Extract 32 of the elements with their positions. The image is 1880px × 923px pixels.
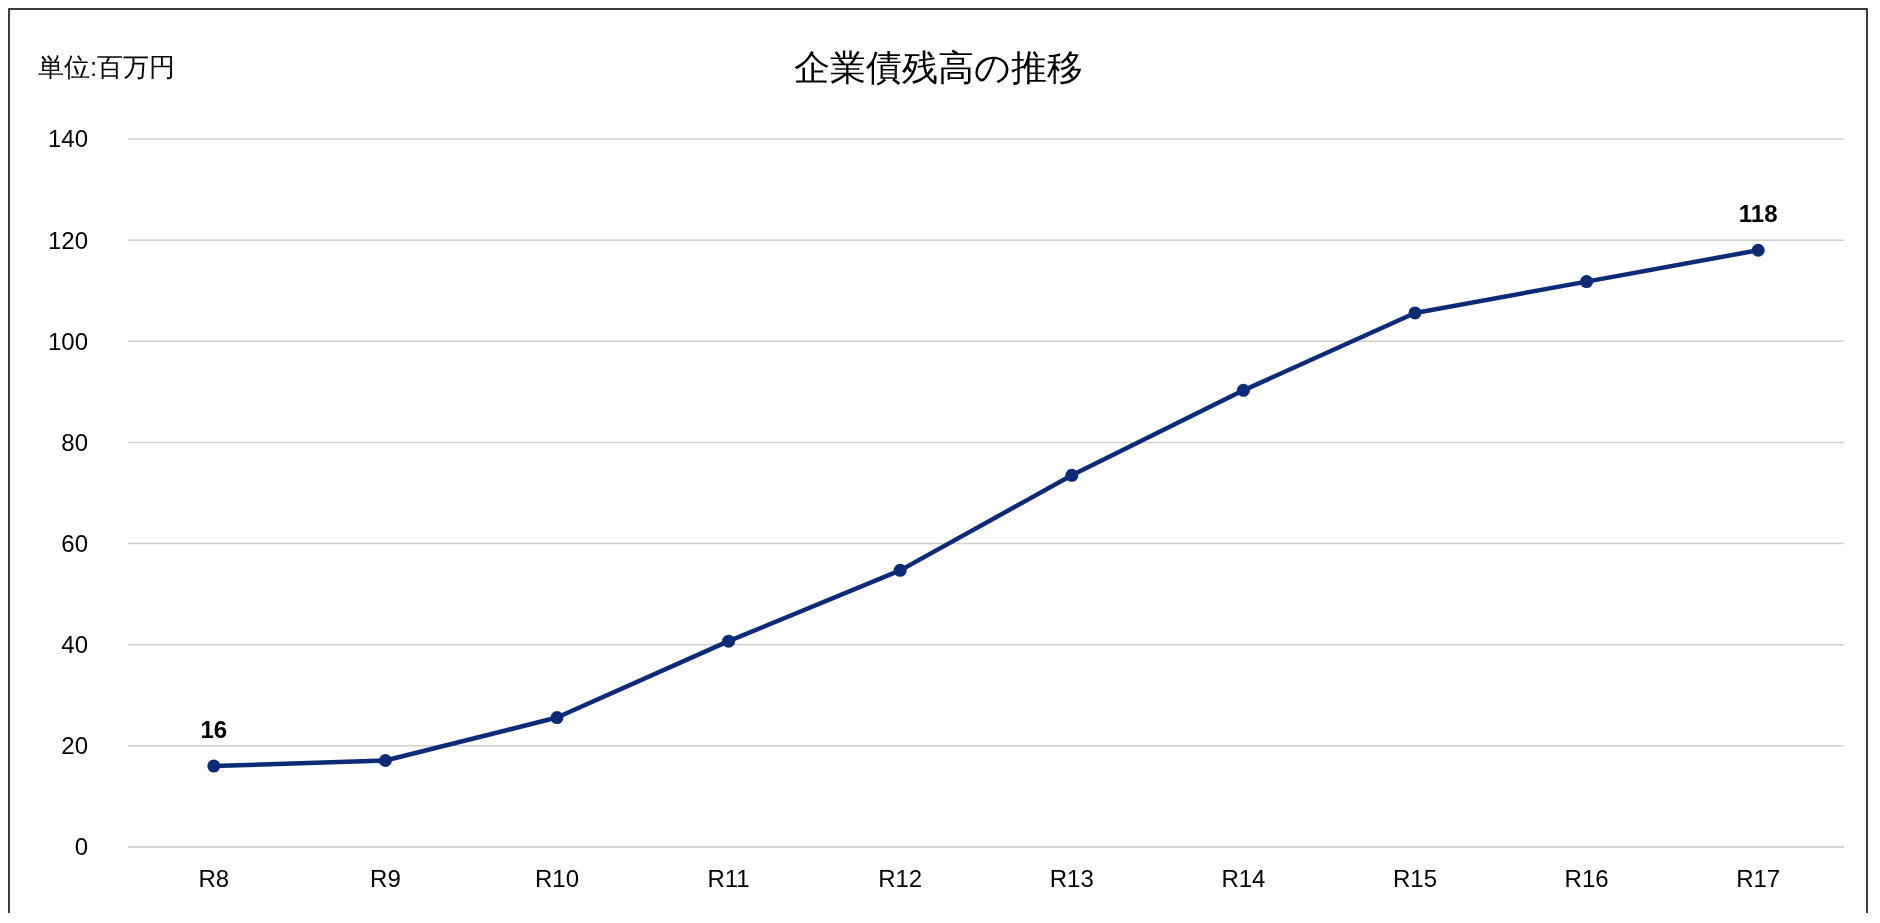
x-tick-label: R17 xyxy=(1736,865,1781,892)
point xyxy=(722,634,736,648)
x-tick-label: R10 xyxy=(534,865,580,892)
point xyxy=(1751,243,1765,257)
point xyxy=(1065,468,1079,482)
y-tick-label: 20 xyxy=(61,732,88,760)
point xyxy=(378,754,392,768)
data-label: 118 xyxy=(1738,200,1778,228)
y-tick-label: 100 xyxy=(47,327,88,355)
x-tick-label: R16 xyxy=(1564,865,1609,892)
x-tick-label: R8 xyxy=(198,865,230,892)
point xyxy=(893,563,907,577)
point xyxy=(1236,383,1250,397)
point xyxy=(1580,275,1594,289)
x-tick-label: R15 xyxy=(1392,865,1438,892)
y-tick-label: 40 xyxy=(61,631,88,659)
chart-title: 企業債残高の推移 xyxy=(793,47,1083,88)
y-tick-label: 140 xyxy=(47,125,88,153)
x-tick-label: R11 xyxy=(707,865,750,892)
point xyxy=(207,759,221,773)
y-tick-label: 0 xyxy=(74,833,88,861)
x-tick-label: R9 xyxy=(370,865,401,892)
y-tick-label: 60 xyxy=(61,529,88,557)
point xyxy=(1408,306,1422,320)
y-tick-label: 120 xyxy=(47,226,88,254)
x-tick-label: R14 xyxy=(1221,865,1266,892)
x-tick-label: R13 xyxy=(1049,865,1094,892)
x-tick-label: R12 xyxy=(878,865,923,892)
text: 単位:百万円 xyxy=(38,52,176,82)
data-label: 16 xyxy=(200,716,228,744)
y-tick-label: 80 xyxy=(61,428,88,456)
point xyxy=(550,711,564,725)
